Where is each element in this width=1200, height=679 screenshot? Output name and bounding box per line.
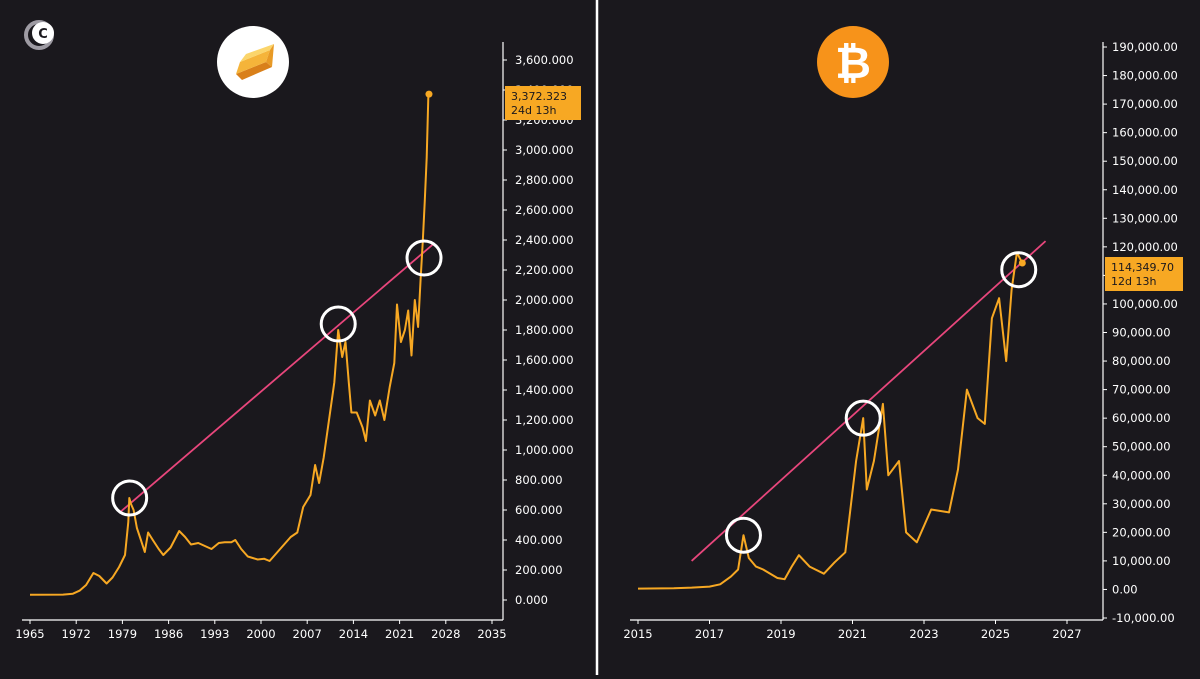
y-tick-label: 120,000.00 [1112, 240, 1178, 254]
price-series-line [637, 251, 1024, 590]
price-tag-value: 114,349.70 [1111, 261, 1174, 274]
brand-logo-icon: C [24, 20, 54, 50]
y-tick-label: 170,000.00 [1112, 97, 1178, 111]
gold-chart-panel: 0.000 200.000 400.000 600.000 800.000 1,000.0… [15, 42, 581, 641]
x-tick-label: 2028 [431, 627, 460, 641]
x-tick-label: 2025 [981, 627, 1010, 641]
y-tick-label: 2,000.000 [515, 293, 574, 307]
y-tick-label: 190,000.00 [1112, 40, 1178, 54]
y-tick-label: -10,000.00 [1112, 611, 1175, 625]
y-tick-label: 600.000 [515, 503, 563, 517]
gold-bar-icon [217, 26, 289, 98]
y-tick-label: 100,000.00 [1112, 297, 1178, 311]
y-tick-label: 400.000 [515, 533, 563, 547]
y-tick-label: 2,400.000 [515, 233, 574, 247]
price-tag-value: 3,372.323 [511, 90, 567, 103]
y-tick-label: 3,000.000 [515, 143, 574, 157]
y-tick-label: 50,000.00 [1112, 440, 1171, 454]
x-tick-label: 2015 [623, 627, 652, 641]
x-tick-label: 2019 [766, 627, 795, 641]
x-tick-label: 2035 [477, 627, 506, 641]
y-tick-label: 1,400.000 [515, 383, 574, 397]
brand-logo-letter: C [38, 27, 48, 42]
y-tick-label: 0.00 [1112, 582, 1138, 596]
y-tick-label: 10,000.00 [1112, 554, 1171, 568]
x-tick-label: 1979 [108, 627, 137, 641]
svg-text:₿: ₿ [835, 38, 871, 89]
y-tick-label: 140,000.00 [1112, 183, 1178, 197]
x-tick-label: 2023 [909, 627, 938, 641]
y-tick-label: 1,200.000 [515, 413, 574, 427]
highlight-circle [1000, 251, 1038, 289]
trend-line [118, 242, 436, 514]
y-tick-label: 2,800.000 [515, 173, 574, 187]
highlight-circle [405, 239, 443, 277]
y-tick-label: 2,200.000 [515, 263, 574, 277]
last-price-point [425, 90, 433, 98]
y-tick-label: 160,000.00 [1112, 126, 1178, 140]
y-tick-label: 180,000.00 [1112, 69, 1178, 83]
y-tick-label: 2,600.000 [515, 203, 574, 217]
x-tick-label: 2000 [246, 627, 275, 641]
price-tag-countdown: 24d 13h [511, 104, 556, 117]
y-tick-label: 90,000.00 [1112, 326, 1171, 340]
x-tick-label: 2014 [339, 627, 368, 641]
y-tick-label: 40,000.00 [1112, 468, 1171, 482]
highlight-circle [844, 399, 882, 437]
last-price-point [1018, 259, 1026, 267]
bitcoin-chart-panel: -10,000.00 0.00 10,000.00 20,000.00 30,000.0… [623, 40, 1183, 641]
y-tick-label: 80,000.00 [1112, 354, 1171, 368]
price-series-line [29, 93, 430, 596]
y-tick-label: 130,000.00 [1112, 211, 1178, 225]
y-tick-label: 150,000.00 [1112, 154, 1178, 168]
y-tick-label: 1,600.000 [515, 353, 574, 367]
y-tick-label: 800.000 [515, 473, 563, 487]
y-tick-label: 200.000 [515, 563, 563, 577]
x-tick-label: 2021 [385, 627, 414, 641]
x-tick-label: 1986 [154, 627, 183, 641]
x-tick-label: 2027 [1052, 627, 1081, 641]
x-tick-label: 2007 [293, 627, 322, 641]
x-tick-label: 2017 [695, 627, 724, 641]
x-tick-label: 1972 [62, 627, 91, 641]
y-tick-label: 70,000.00 [1112, 383, 1171, 397]
highlight-circle [724, 516, 762, 554]
x-tick-label: 2021 [838, 627, 867, 641]
y-tick-label: 30,000.00 [1112, 497, 1171, 511]
y-tick-label: 20,000.00 [1112, 525, 1171, 539]
x-tick-label: 1965 [15, 627, 44, 641]
y-tick-label: 1,800.000 [515, 323, 574, 337]
y-tick-label: 1,000.000 [515, 443, 574, 457]
y-tick-label: 60,000.00 [1112, 411, 1171, 425]
highlight-circle [111, 479, 149, 517]
y-tick-label: 0.000 [515, 593, 548, 607]
highlight-circle [319, 305, 357, 343]
y-tick-label: 3,600.000 [515, 53, 574, 67]
bitcoin-icon: ₿ [817, 26, 889, 98]
x-tick-label: 1993 [200, 627, 229, 641]
price-tag-countdown: 12d 13h [1111, 275, 1156, 288]
